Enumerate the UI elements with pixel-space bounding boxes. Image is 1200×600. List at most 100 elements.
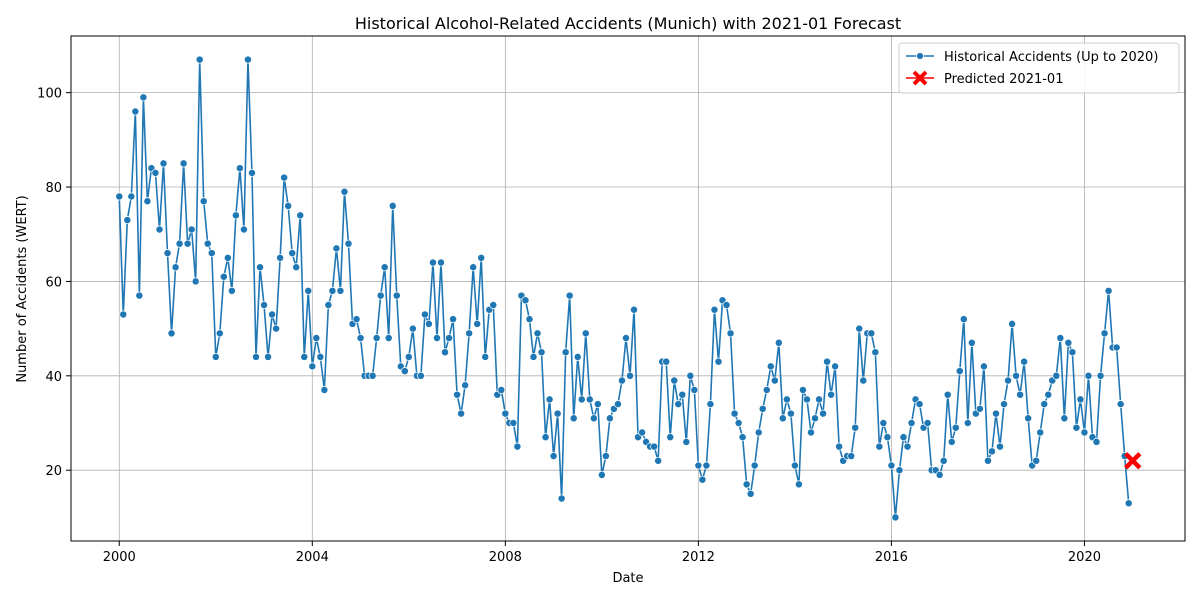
y-tick-label: 20 [45,464,62,479]
data-point [227,286,236,295]
data-point [807,428,815,437]
data-point [163,249,172,258]
legend-forecast-label: Predicted 2021-01 [944,72,1063,87]
data-point [782,395,791,404]
legend-forecast-marker [912,70,928,86]
data-point [819,409,828,418]
data-point [662,357,671,366]
data-point [730,409,739,418]
data-point [1116,400,1125,409]
data-point [790,461,799,470]
data-point [955,367,964,376]
data-point [702,461,711,470]
data-point [521,296,530,305]
data-point [155,225,164,234]
data-point [537,348,546,357]
data-point [199,197,208,206]
data-point [1060,414,1069,423]
data-point [441,348,449,357]
data-point [207,249,216,258]
data-point [597,470,606,479]
data-point [175,239,184,248]
data-point [549,452,558,460]
data-point [654,456,663,465]
data-point [722,301,731,309]
data-point [1016,390,1025,399]
data-point [903,442,912,451]
data-point [666,433,675,442]
data-point [750,461,759,470]
y-ticks: 20 40 60 80 100 [37,87,71,479]
data-point [585,395,594,404]
data-point [368,371,377,380]
data-point [758,404,767,413]
data-point [798,386,807,394]
data-point [449,315,458,324]
data-point [766,362,775,371]
data-point [473,319,482,328]
data-point [457,409,466,418]
data-point [151,168,160,177]
data-point [778,414,787,423]
data-point [690,386,699,394]
data-point [923,419,932,427]
data-point [388,201,397,210]
data-point [119,310,128,319]
data-point [835,442,844,451]
data-point [803,395,811,404]
data-point [308,362,317,371]
data-point [794,480,803,489]
data-point [437,258,445,267]
data-point [424,319,433,328]
data-point [288,249,297,258]
data-point [115,192,124,201]
data-point [1000,400,1008,409]
data-point [304,286,313,295]
data-point [252,352,260,361]
data-point [694,461,703,470]
data-point [879,419,888,427]
data-point [774,338,783,347]
forecast-series [1124,452,1142,470]
data-point [1112,343,1121,352]
data-point [827,390,836,399]
data-point [211,352,220,361]
data-point [284,201,293,210]
data-point [243,55,252,64]
data-point [235,164,244,173]
data-point [622,334,630,343]
data-point [589,414,598,423]
data-point [461,381,470,390]
data-point [573,352,582,361]
data-point [811,414,819,423]
data-point [139,93,148,102]
data-point [686,371,695,380]
data-point [545,395,554,404]
historical-points [115,55,1133,522]
data-point [959,315,968,324]
data-point [786,409,795,418]
data-point [762,386,771,394]
data-point [219,272,228,281]
data-point [947,437,956,446]
data-point [618,376,626,385]
data-point [569,414,578,423]
data-point [581,329,590,338]
data-point [191,277,200,286]
data-point [883,433,892,442]
data-point [256,263,264,272]
data-point [746,489,755,498]
data-point [614,400,622,409]
data-point [320,386,329,394]
data-point [509,419,518,427]
data-point [300,352,309,361]
data-point [742,480,751,489]
legend-historical-label: Historical Accidents (Up to 2020) [944,50,1158,65]
data-point [131,107,140,116]
data-point [605,414,614,423]
data-point [324,301,333,309]
data-point [754,428,763,437]
data-point [296,211,305,220]
x-tick-label: 2012 [682,550,715,565]
